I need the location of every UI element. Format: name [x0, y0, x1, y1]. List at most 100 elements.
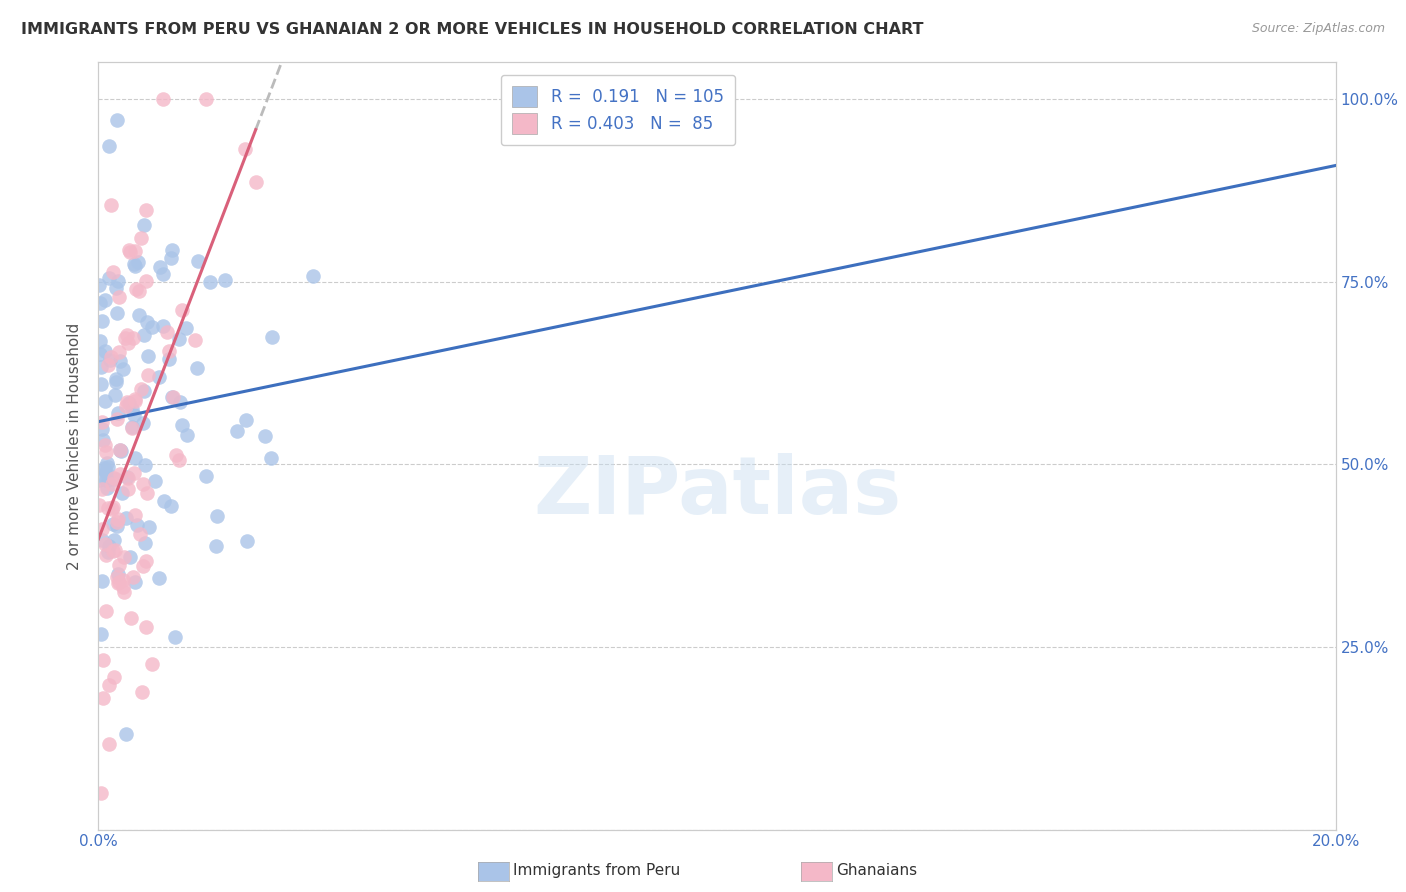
Point [127, 255, 149, 269]
Point [98, 539, 121, 553]
Point [105, 306, 128, 320]
Point [89, 334, 111, 349]
Point [96, 481, 118, 495]
Point [97, 500, 120, 515]
Point [97, 358, 120, 372]
Point [105, 112, 128, 127]
Point [165, 448, 187, 462]
Point [141, 657, 163, 671]
Point [134, 536, 156, 550]
Point [157, 344, 180, 359]
Point [157, 352, 180, 367]
Point [117, 396, 139, 410]
Legend: R =  0.191   N = 105, R = 0.403   N =  85: R = 0.191 N = 105, R = 0.403 N = 85 [501, 75, 735, 145]
Point [163, 630, 186, 644]
Point [132, 384, 155, 398]
Y-axis label: 2 or more Vehicles in Household: 2 or more Vehicles in Household [67, 322, 83, 570]
Point [162, 391, 184, 405]
Point [121, 331, 143, 345]
Point [129, 382, 152, 396]
Point [104, 376, 127, 390]
Point [98, 139, 121, 153]
Point [112, 549, 135, 564]
Point [107, 566, 129, 581]
Point [152, 319, 174, 334]
Point [124, 451, 146, 466]
Point [121, 420, 143, 434]
Point [167, 332, 190, 346]
Point [236, 533, 259, 548]
Point [169, 395, 191, 409]
Point [94, 548, 117, 562]
Point [136, 368, 159, 383]
Point [93, 344, 115, 359]
Point [160, 243, 183, 257]
Point [104, 472, 127, 486]
Point [115, 510, 138, 524]
Point [145, 474, 167, 488]
Point [115, 395, 138, 409]
Point [141, 320, 163, 334]
Point [131, 558, 153, 573]
Point [91, 314, 114, 328]
Point [186, 361, 208, 376]
Point [103, 517, 125, 532]
Point [89, 347, 111, 361]
Point [124, 259, 146, 273]
Point [115, 328, 138, 343]
Point [90, 376, 112, 391]
Point [135, 620, 157, 634]
Point [112, 585, 135, 599]
Point [94, 466, 117, 480]
Point [97, 460, 120, 475]
Point [100, 197, 122, 211]
Point [115, 726, 138, 740]
Point [90, 786, 112, 800]
Point [121, 421, 143, 435]
Point [122, 466, 145, 480]
Point [195, 468, 218, 483]
Point [128, 308, 150, 322]
Point [194, 92, 217, 106]
Point [149, 260, 172, 274]
Point [117, 471, 139, 485]
Point [125, 282, 148, 296]
Point [183, 333, 205, 347]
Point [138, 349, 160, 363]
Point [245, 175, 267, 189]
Point [148, 369, 170, 384]
Point [115, 470, 138, 484]
Point [93, 460, 115, 475]
Text: IMMIGRANTS FROM PERU VS GHANAIAN 2 OR MORE VEHICLES IN HOUSEHOLD CORRELATION CHA: IMMIGRANTS FROM PERU VS GHANAIAN 2 OR MO… [21, 22, 924, 37]
Point [132, 416, 155, 430]
Point [107, 406, 129, 420]
Point [94, 393, 117, 408]
Point [122, 257, 145, 271]
Point [93, 537, 115, 551]
Point [187, 253, 209, 268]
Point [91, 522, 114, 536]
Point [198, 275, 221, 289]
Point [91, 653, 114, 667]
Point [90, 626, 112, 640]
Point [111, 362, 134, 376]
Point [94, 437, 117, 451]
Point [94, 473, 117, 487]
Point [96, 456, 118, 470]
Point [91, 691, 114, 706]
Point [128, 285, 150, 299]
Point [114, 331, 136, 345]
Point [135, 554, 157, 568]
Point [98, 678, 121, 692]
Point [98, 352, 121, 367]
Point [105, 518, 128, 533]
Point [121, 402, 143, 417]
Point [101, 544, 124, 558]
Point [110, 443, 132, 458]
Point [127, 518, 149, 533]
Point [101, 476, 124, 491]
Point [160, 251, 183, 265]
Point [90, 416, 112, 430]
Point [132, 328, 155, 343]
Point [98, 472, 121, 486]
